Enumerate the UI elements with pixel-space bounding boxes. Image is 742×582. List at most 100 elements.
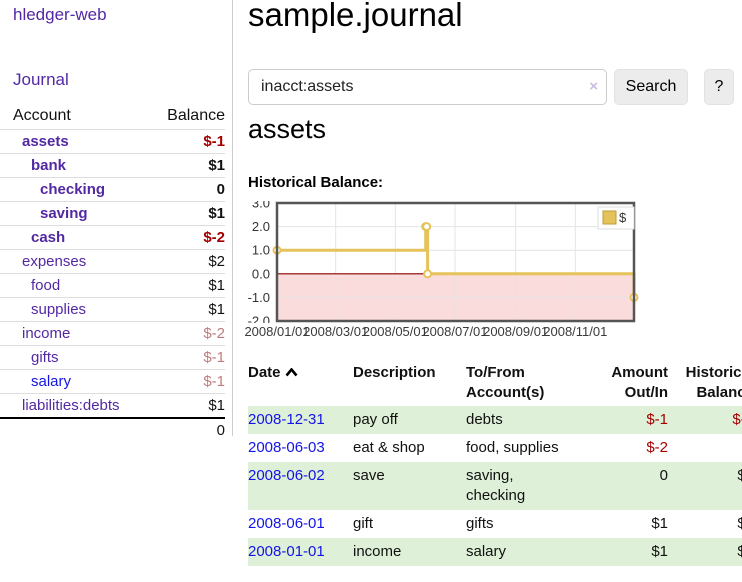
account-balance: $1 xyxy=(112,273,225,298)
balance-chart-svg: 3.0 2.0 1.0 0.0 -1.0 -2.0 $ xyxy=(248,201,639,324)
account-balance: $1 xyxy=(112,393,225,418)
account-balance: $-2 xyxy=(112,225,225,250)
amount-cell: $-2 xyxy=(646,439,668,456)
account-link-supplies[interactable]: supplies xyxy=(31,301,87,318)
account-link-gifts[interactable]: gifts xyxy=(31,349,59,366)
svg-text:-1.0: -1.0 xyxy=(248,290,270,305)
account-row: expenses $2 xyxy=(0,249,225,274)
account-row: gifts $-1 xyxy=(0,345,225,370)
register-table: Date Description To/From Account(s) Amou… xyxy=(248,360,742,566)
chart-title: Historical Balance: xyxy=(248,174,384,191)
account-link-expenses[interactable]: expenses xyxy=(22,253,87,270)
transaction-date-link[interactable]: 2008-06-02 xyxy=(248,467,325,484)
svg-text:1.0: 1.0 xyxy=(252,243,270,258)
help-button[interactable]: ? xyxy=(704,68,734,105)
accounts-total-balance: 0 xyxy=(112,417,225,442)
x-axis-labels: 2008/01/01 2008/03/01 2008/05/01 2008/07/01… xyxy=(244,324,658,342)
main-content: sample.journal × Search ? assets Histori… xyxy=(244,0,742,582)
accounts-cell: saving, checking xyxy=(466,467,526,504)
account-row: supplies $1 xyxy=(0,297,225,322)
account-balance: $1 xyxy=(112,153,225,178)
accounts-column-header: To/From Account(s) xyxy=(466,364,545,401)
svg-text:$: $ xyxy=(619,210,627,225)
account-row: bank $1 xyxy=(0,153,225,178)
register-row: 2008-12-31 pay off debts $-1 $-1 xyxy=(248,406,742,434)
description-column-header: Description xyxy=(353,364,436,381)
amount-cell: $1 xyxy=(651,515,668,532)
description-cell: save xyxy=(353,467,385,484)
search-input[interactable] xyxy=(248,68,607,105)
search-button[interactable]: Search xyxy=(614,68,688,105)
accounts-cell: debts xyxy=(466,411,503,428)
brand-link[interactable]: hledger-web xyxy=(13,5,107,24)
transaction-date-link[interactable]: 2008-06-01 xyxy=(248,515,325,532)
historical-balance-chart: 3.0 2.0 1.0 0.0 -1.0 -2.0 $ 2008/01/01 2008/03/… xyxy=(244,201,658,343)
accounts-total-row: 0 xyxy=(0,417,225,442)
account-balance: $1 xyxy=(112,201,225,226)
sidebar: hledger-web Journal Account Balance asse… xyxy=(0,0,233,442)
account-row: food $1 xyxy=(0,273,225,298)
accounts-cell: gifts xyxy=(466,515,494,532)
balance-cell: $2 xyxy=(737,515,742,532)
balance-cell: $-1 xyxy=(732,411,742,428)
x-axis-tick-label: 2008/07/01 xyxy=(422,324,488,339)
amount-cell: 0 xyxy=(659,467,668,484)
balance-column-header: Balance xyxy=(167,107,225,124)
sort-ascending-icon xyxy=(285,363,298,383)
x-axis-tick-label: 2008/05/01 xyxy=(362,324,428,339)
account-balance: $1 xyxy=(112,297,225,322)
accounts-table: Account Balance assets $-1 bank $1 check… xyxy=(0,104,225,442)
account-balance: $2 xyxy=(112,249,225,274)
account-row: income $-2 xyxy=(0,321,225,346)
account-link-salary[interactable]: salary xyxy=(31,373,72,390)
svg-text:-2.0: -2.0 xyxy=(248,314,270,324)
register-header-row: Date Description To/From Account(s) Amou… xyxy=(248,360,742,406)
x-axis-tick-label: 2008/11/01 xyxy=(543,324,608,339)
balance-column-header: Historical Balance xyxy=(685,364,742,401)
account-balance: $-1 xyxy=(112,345,225,370)
account-heading: assets xyxy=(248,114,327,144)
account-row: liabilities:debts $1 xyxy=(0,393,225,418)
page-title: sample.journal xyxy=(248,0,463,33)
transaction-date-link[interactable]: 2008-06-03 xyxy=(248,439,325,456)
accounts-cell: food, supplies xyxy=(466,439,559,456)
svg-text:0.0: 0.0 xyxy=(252,266,270,281)
account-balance: $-2 xyxy=(112,321,225,346)
account-link-food[interactable]: food xyxy=(31,277,61,294)
account-balance: $-1 xyxy=(112,369,225,394)
x-axis-tick-label: 2008/03/01 xyxy=(303,324,369,339)
register-row: 2008-06-03 eat & shop food, supplies $-2… xyxy=(248,434,742,462)
search-form: × Search ? xyxy=(248,68,742,105)
x-axis-tick-label: 2008/09/01 xyxy=(483,324,549,339)
accounts-cell: salary xyxy=(466,543,507,560)
register-row: 2008-01-01 income salary $1 $1 xyxy=(248,538,742,566)
balance-cell: $2 xyxy=(737,467,742,484)
account-link-bank[interactable]: bank xyxy=(31,157,67,174)
amount-cell: $-1 xyxy=(646,411,668,428)
register-row: 2008-06-01 gift gifts $1 $2 xyxy=(248,510,742,538)
account-link-checking[interactable]: checking xyxy=(40,181,106,198)
balance-cell: $1 xyxy=(737,543,742,560)
account-link-cash[interactable]: cash xyxy=(31,229,66,246)
date-column-header[interactable]: Date xyxy=(248,360,353,406)
account-row: saving $1 xyxy=(0,201,225,226)
account-link-income[interactable]: income xyxy=(22,325,71,342)
account-link-saving[interactable]: saving xyxy=(40,205,88,222)
accounts-column-header: Account xyxy=(13,107,71,124)
sidebar-item-journal[interactable]: Journal xyxy=(13,70,69,89)
account-link-assets[interactable]: assets xyxy=(22,133,69,150)
description-cell: gift xyxy=(353,515,374,532)
clear-search-icon[interactable]: × xyxy=(589,77,598,95)
svg-text:3.0: 3.0 xyxy=(252,201,270,211)
amount-column-header: Amount Out/In xyxy=(611,364,668,401)
x-axis-tick-label: 2008/01/01 xyxy=(244,324,310,339)
svg-text:2.0: 2.0 xyxy=(252,219,270,234)
account-row: salary $-1 xyxy=(0,369,225,394)
account-link-liabilities-debts[interactable]: liabilities:debts xyxy=(22,397,120,414)
description-cell: eat & shop xyxy=(353,439,425,456)
transaction-date-link[interactable]: 2008-01-01 xyxy=(248,543,325,560)
account-row: assets $-1 xyxy=(0,129,225,154)
amount-cell: $1 xyxy=(651,543,668,560)
transaction-date-link[interactable]: 2008-12-31 xyxy=(248,411,325,428)
